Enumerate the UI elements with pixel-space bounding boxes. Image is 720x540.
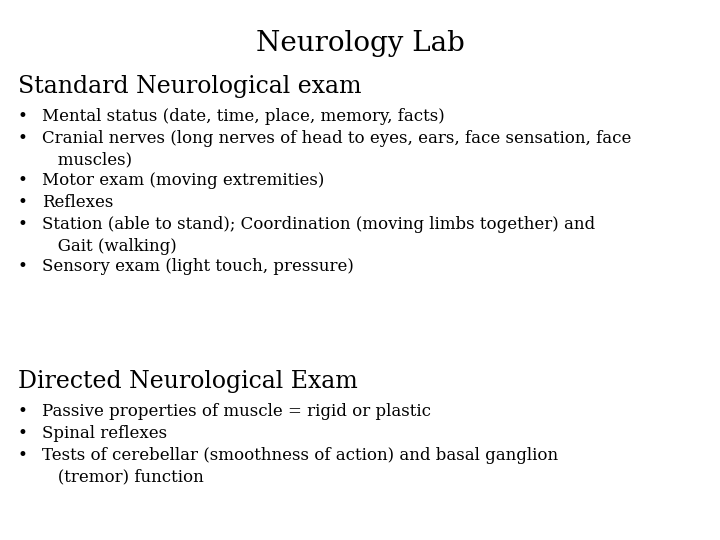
Text: Passive properties of muscle = rigid or plastic: Passive properties of muscle = rigid or … bbox=[42, 403, 431, 420]
Text: •: • bbox=[18, 108, 28, 125]
Text: •: • bbox=[18, 258, 28, 275]
Text: Mental status (date, time, place, memory, facts): Mental status (date, time, place, memory… bbox=[42, 108, 445, 125]
Text: Sensory exam (light touch, pressure): Sensory exam (light touch, pressure) bbox=[42, 258, 354, 275]
Text: •: • bbox=[18, 194, 28, 211]
Text: Spinal reflexes: Spinal reflexes bbox=[42, 425, 167, 442]
Text: •: • bbox=[18, 425, 28, 442]
Text: •: • bbox=[18, 403, 28, 420]
Text: Standard Neurological exam: Standard Neurological exam bbox=[18, 75, 361, 98]
Text: Directed Neurological Exam: Directed Neurological Exam bbox=[18, 370, 358, 393]
Text: Station (able to stand); Coordination (moving limbs together) and
   Gait (walki: Station (able to stand); Coordination (m… bbox=[42, 216, 595, 254]
Text: Neurology Lab: Neurology Lab bbox=[256, 30, 464, 57]
Text: •: • bbox=[18, 172, 28, 189]
Text: •: • bbox=[18, 447, 28, 464]
Text: Reflexes: Reflexes bbox=[42, 194, 113, 211]
Text: Tests of cerebellar (smoothness of action) and basal ganglion
   (tremor) functi: Tests of cerebellar (smoothness of actio… bbox=[42, 447, 558, 485]
Text: Cranial nerves (long nerves of head to eyes, ears, face sensation, face
   muscl: Cranial nerves (long nerves of head to e… bbox=[42, 130, 631, 168]
Text: Motor exam (moving extremities): Motor exam (moving extremities) bbox=[42, 172, 325, 189]
Text: •: • bbox=[18, 130, 28, 147]
Text: •: • bbox=[18, 216, 28, 233]
